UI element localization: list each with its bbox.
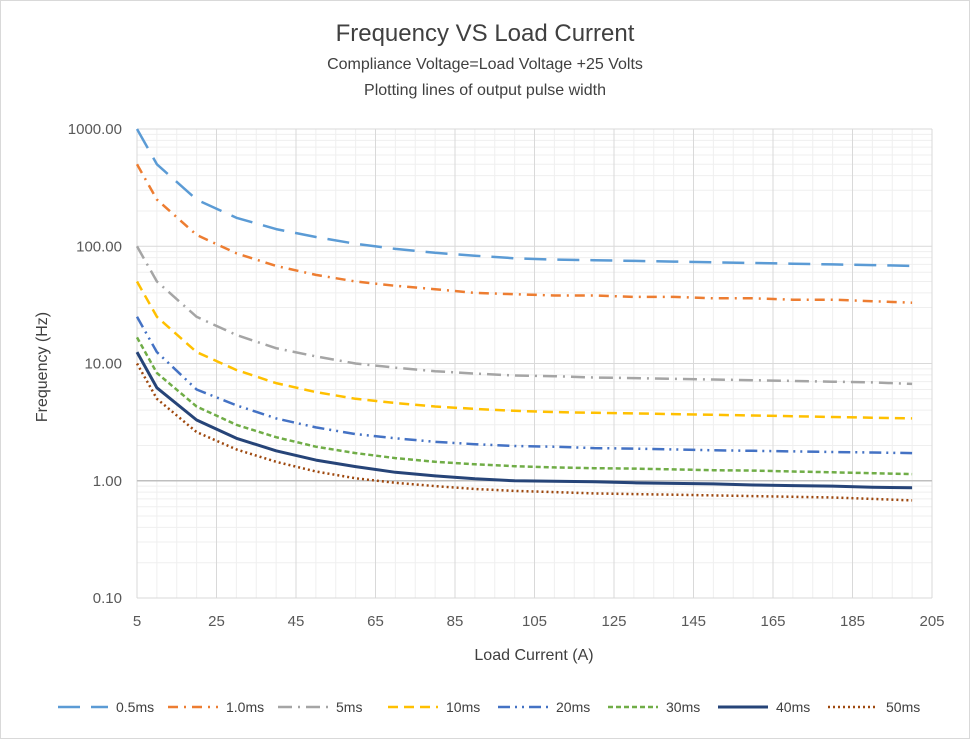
- x-tick-label: 165: [760, 613, 785, 630]
- series-lines: [135, 128, 913, 502]
- series-line-0.5ms: [135, 128, 913, 268]
- legend-label: 50ms: [886, 699, 920, 715]
- legend-item-1.0ms: 1.0ms: [168, 699, 264, 715]
- x-tick-label: 185: [840, 613, 865, 630]
- y-tick-label: 1.00: [93, 473, 122, 490]
- legend-label: 30ms: [666, 699, 700, 715]
- x-tick-label: 145: [681, 613, 706, 630]
- y-tick-label: 10.00: [84, 356, 122, 373]
- legend-item-30ms: 30ms: [608, 699, 700, 715]
- legend-item-0.5ms: 0.5ms: [58, 699, 154, 715]
- legend-item-10ms: 10ms: [388, 699, 480, 715]
- legend: 0.5ms 1.0ms 5ms 10ms 20ms 30ms 40ms 50ms: [58, 699, 920, 715]
- y-tick-label: 100.00: [76, 238, 122, 255]
- x-tick-label: 25: [208, 613, 225, 630]
- series-line-1.0ms: [135, 163, 913, 304]
- legend-label: 5ms: [336, 699, 362, 715]
- x-tick-label: 105: [522, 613, 547, 630]
- chart-subtitle: Compliance Voltage=Load Voltage +25 Volt…: [327, 56, 643, 73]
- series-line-30ms: [135, 336, 913, 476]
- legend-label: 0.5ms: [116, 699, 154, 715]
- series-line-10ms: [135, 280, 913, 420]
- legend-label: 20ms: [556, 699, 590, 715]
- x-tick-label: 85: [447, 613, 464, 630]
- x-tick-label: 45: [288, 613, 305, 630]
- legend-item-40ms: 40ms: [718, 699, 810, 715]
- series-line-40ms: [135, 351, 913, 490]
- chart-title: Frequency VS Load Current: [335, 20, 635, 47]
- legend-label: 1.0ms: [226, 699, 264, 715]
- series-line-20ms: [135, 316, 913, 455]
- legend-label: 10ms: [446, 699, 480, 715]
- x-tick-label: 5: [133, 613, 141, 630]
- y-tick-labels: 0.10 1.00 10.00 100.00 1000.00: [68, 121, 122, 607]
- x-tick-label: 65: [367, 613, 384, 630]
- x-axis-title: Load Current (A): [474, 647, 593, 664]
- x-tick-label: 125: [601, 613, 626, 630]
- legend-label: 40ms: [776, 699, 810, 715]
- series-line-5ms: [135, 245, 913, 386]
- major-gridlines: [136, 128, 933, 599]
- y-tick-label: 0.10: [93, 590, 122, 607]
- legend-item-5ms: 5ms: [278, 699, 362, 715]
- chart-subtitle-2: Plotting lines of output pulse width: [364, 82, 606, 99]
- legend-item-20ms: 20ms: [498, 699, 590, 715]
- x-tick-labels: 5 25 45 65 85 105 125 145 165 185 205: [133, 613, 945, 630]
- y-tick-label: 1000.00: [68, 121, 122, 138]
- legend-item-50ms: 50ms: [828, 699, 920, 715]
- x-tick-label: 205: [919, 613, 944, 630]
- y-axis-title: Frequency (Hz): [34, 312, 51, 422]
